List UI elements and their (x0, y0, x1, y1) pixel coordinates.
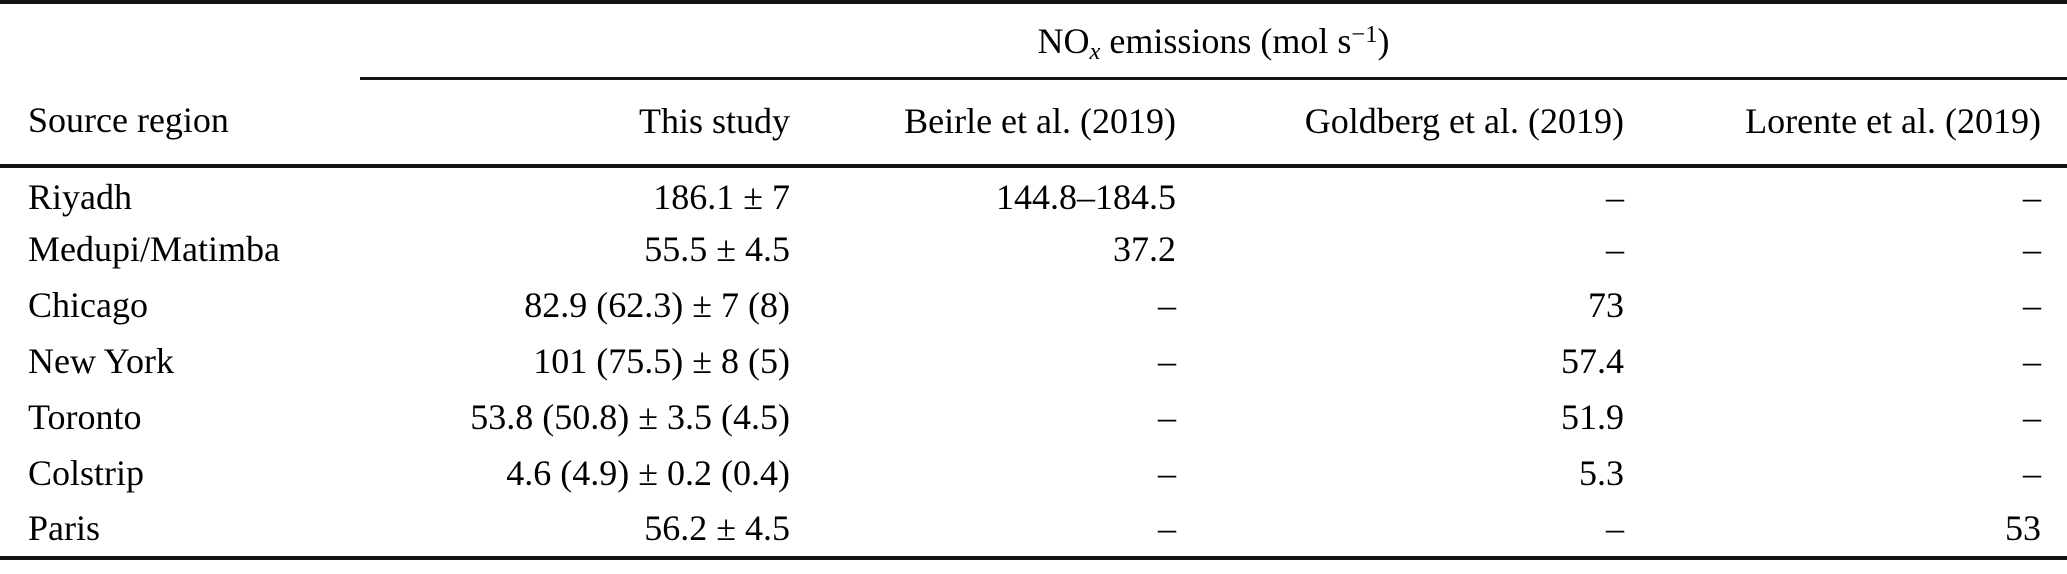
table-row-paris: Paris 56.2 ± 4.5 – – 53 (0, 502, 2067, 558)
cell-beirle: 144.8–184.5 (996, 177, 1176, 218)
cell-beirle: 37.2 (1113, 229, 1176, 270)
cell-goldberg: 73 (1588, 285, 1624, 326)
group-header-subscript-x: x (1089, 38, 1101, 66)
cell-this-study: 101 (75.5) ± 8 (5) (533, 341, 790, 382)
table-row-toronto: Toronto 53.8 (50.8) ± 3.5 (4.5) – 51.9 – (0, 390, 2067, 446)
cell-this-study: 82.9 (62.3) ± 7 (8) (524, 285, 790, 326)
cell-beirle: – (1158, 341, 1176, 382)
table-row-medupi-matimba: Medupi/Matimba 55.5 ± 4.5 37.2 – – (0, 222, 2067, 278)
cell-lorente: – (2023, 341, 2041, 382)
cell-this-study: 56.2 ± 4.5 (644, 508, 790, 549)
nox-emissions-table: NOx emissions (mol s−1) Source region Th… (0, 0, 2067, 560)
cell-lorente: – (2023, 397, 2041, 438)
cell-this-study: 186.1 ± 7 (653, 177, 790, 218)
cell-region: New York (28, 341, 175, 382)
table-row-colstrip: Colstrip 4.6 (4.9) ± 0.2 (0.4) – 5.3 – (0, 446, 2067, 502)
group-header-exponent: −1 (1351, 21, 1378, 49)
cell-beirle: – (1158, 453, 1176, 494)
cell-lorente: 53 (2005, 508, 2041, 549)
group-header-row: NOx emissions (mol s−1) (0, 2, 2067, 80)
column-header-beirle: Beirle et al. (2019) (800, 78, 1190, 168)
cell-region: Chicago (28, 285, 148, 326)
cell-region: Paris (28, 508, 100, 549)
cell-region: Riyadh (28, 177, 132, 218)
table-row-new-york: New York 101 (75.5) ± 8 (5) – 57.4 – (0, 334, 2067, 390)
group-header-prefix: NO (1037, 21, 1090, 62)
column-header-lorente: Lorente et al. (2019) (1640, 78, 2067, 168)
cell-lorente: – (2023, 229, 2041, 270)
group-header-nox-emissions: NOx emissions (mol s−1) (360, 2, 2067, 80)
column-header-row: Source region This study Beirle et al. (… (0, 78, 2067, 168)
cell-beirle: – (1158, 397, 1176, 438)
cell-goldberg: 57.4 (1561, 341, 1624, 382)
cell-lorente: – (2023, 453, 2041, 494)
table-row-riyadh: Riyadh 186.1 ± 7 144.8–184.5 – – (0, 166, 2067, 222)
cell-this-study: 53.8 (50.8) ± 3.5 (4.5) (470, 397, 790, 438)
cell-goldberg: – (1606, 229, 1624, 270)
cell-this-study: 4.6 (4.9) ± 0.2 (0.4) (506, 453, 790, 494)
group-header-close-paren: ) (1377, 21, 1390, 62)
cell-region: Colstrip (28, 453, 145, 494)
group-header-units: emissions (mol s (1100, 21, 1352, 62)
cell-goldberg: 51.9 (1561, 397, 1624, 438)
cell-region: Medupi/Matimba (28, 229, 280, 270)
column-header-this-study: This study (360, 78, 800, 168)
group-header-spacer (0, 2, 360, 78)
cell-lorente: – (2023, 285, 2041, 326)
cell-goldberg: – (1606, 508, 1624, 549)
cell-region: Toronto (28, 397, 142, 438)
cell-lorente: – (2023, 177, 2041, 218)
column-header-source-region: Source region (0, 78, 360, 168)
cell-this-study: 55.5 ± 4.5 (644, 229, 790, 270)
cell-beirle: – (1158, 508, 1176, 549)
table-row-chicago: Chicago 82.9 (62.3) ± 7 (8) – 73 – (0, 278, 2067, 334)
column-header-goldberg: Goldberg et al. (2019) (1190, 78, 1640, 168)
cell-beirle: – (1158, 285, 1176, 326)
cell-goldberg: 5.3 (1579, 453, 1624, 494)
cell-goldberg: – (1606, 177, 1624, 218)
